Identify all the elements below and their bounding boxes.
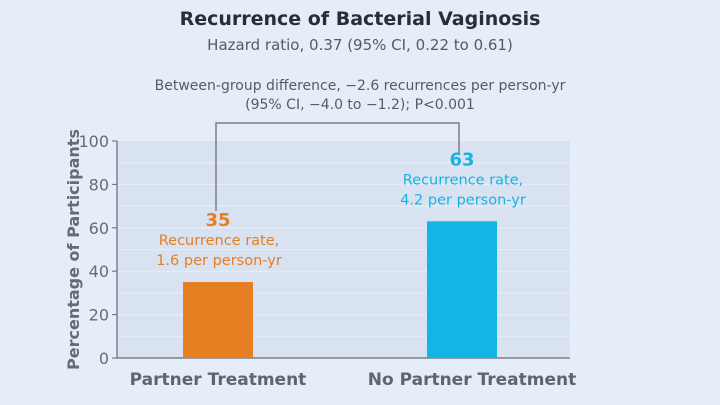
y-axis-label: Percentage of Participants xyxy=(64,129,83,370)
chart-subtitle: Hazard ratio, 0.37 (95% CI, 0.22 to 0.61… xyxy=(207,36,513,54)
y-tick-label: 40 xyxy=(89,262,109,281)
bar-note-line-1: Recurrence rate, xyxy=(159,233,280,249)
y-tick-label: 80 xyxy=(89,175,109,194)
bar-1 xyxy=(183,282,253,358)
y-tick-label: 0 xyxy=(99,349,109,368)
data-label: 63 xyxy=(449,149,474,170)
annotation-line-2: (95% CI, −4.0 to −1.2); P<0.001 xyxy=(245,97,475,113)
x-tick-label: Partner Treatment xyxy=(130,370,307,390)
bar-2 xyxy=(427,221,497,358)
chart-title: Recurrence of Bacterial Vaginosis xyxy=(179,8,541,30)
bar-note-line-2: 1.6 per person-yr xyxy=(156,253,282,269)
data-label: 35 xyxy=(205,210,230,231)
annotation-line-1: Between-group difference, −2.6 recurrenc… xyxy=(154,78,566,94)
y-tick-label: 20 xyxy=(89,306,109,325)
y-tick-label: 100 xyxy=(78,132,109,151)
y-tick-label: 60 xyxy=(89,219,109,238)
bar-note-line-1: Recurrence rate, xyxy=(403,172,524,188)
comparison-bracket xyxy=(215,122,460,211)
x-tick-label: No Partner Treatment xyxy=(368,370,576,390)
bar-note-line-2: 4.2 per person-yr xyxy=(400,192,526,208)
